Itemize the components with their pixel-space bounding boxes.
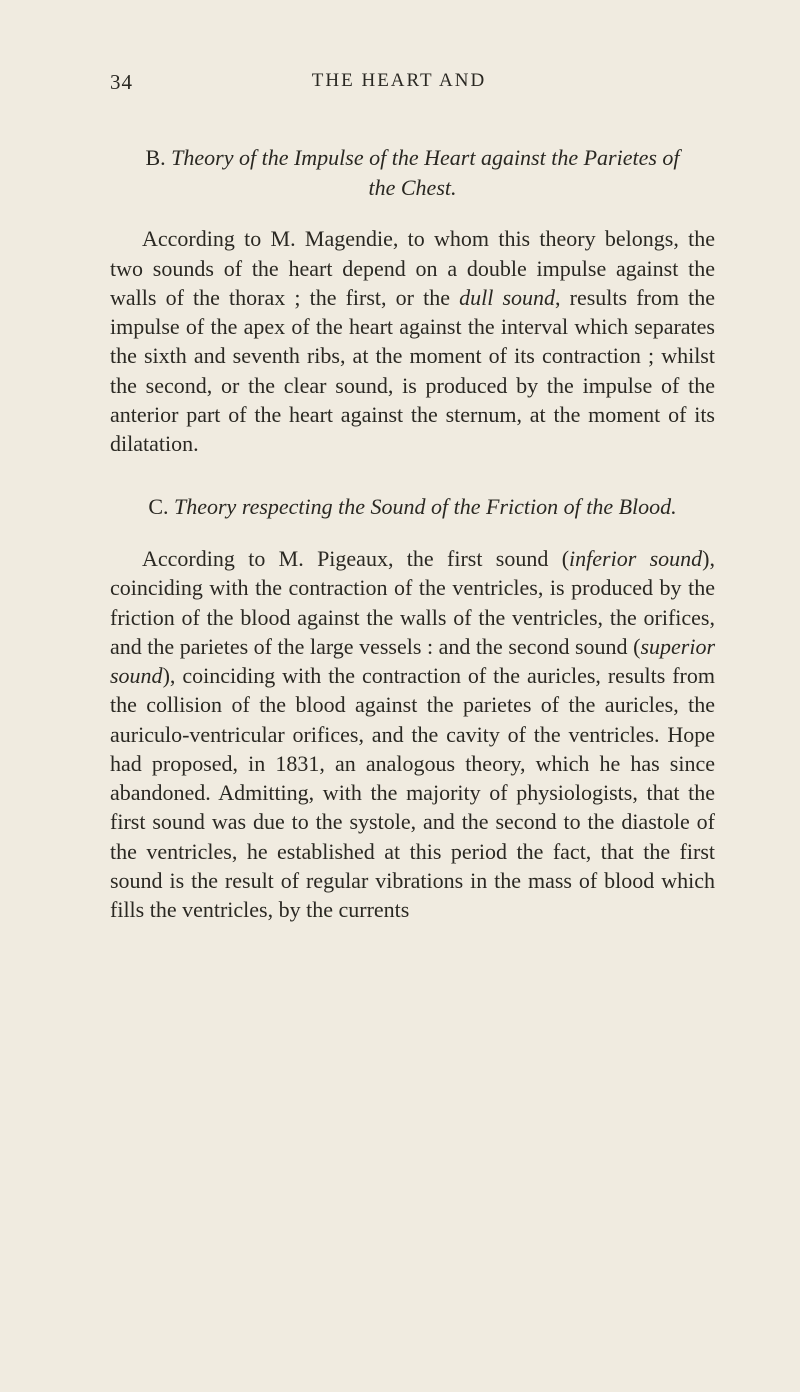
section-c-text-3: ), coinciding with the con­traction of t… [110, 663, 715, 922]
section-c-paragraph: According to M. Pigeaux, the first sound… [110, 544, 715, 924]
section-c-heading: C. Theory respecting the Sound of the Fr… [110, 492, 715, 522]
page-number: 34 [110, 70, 133, 95]
section-c-italic-1: infe­rior sound [569, 546, 702, 571]
section-b-heading: B. Theory of the Impulse of the Heart ag… [110, 143, 715, 202]
section-b-paragraph: According to M. Magendie, to whom this t… [110, 224, 715, 458]
running-title: THE HEART AND [133, 70, 715, 95]
section-c-lead: C. [148, 494, 174, 519]
section-b-text-2: , results from the impulse of the apex o… [110, 285, 715, 456]
section-b-italic-1: dull sound [459, 285, 555, 310]
page-header: 34 THE HEART AND [110, 70, 715, 95]
section-c-text-1: According to M. Pigeaux, the first sound… [142, 546, 569, 571]
section-c-title: Theory respecting the Sound of the Frict… [174, 494, 677, 519]
page-container: 34 THE HEART AND B. Theory of the Impuls… [0, 0, 800, 1018]
section-b-title: Theory of the Impulse of the Heart again… [171, 145, 679, 200]
section-b-lead: B. [145, 145, 171, 170]
